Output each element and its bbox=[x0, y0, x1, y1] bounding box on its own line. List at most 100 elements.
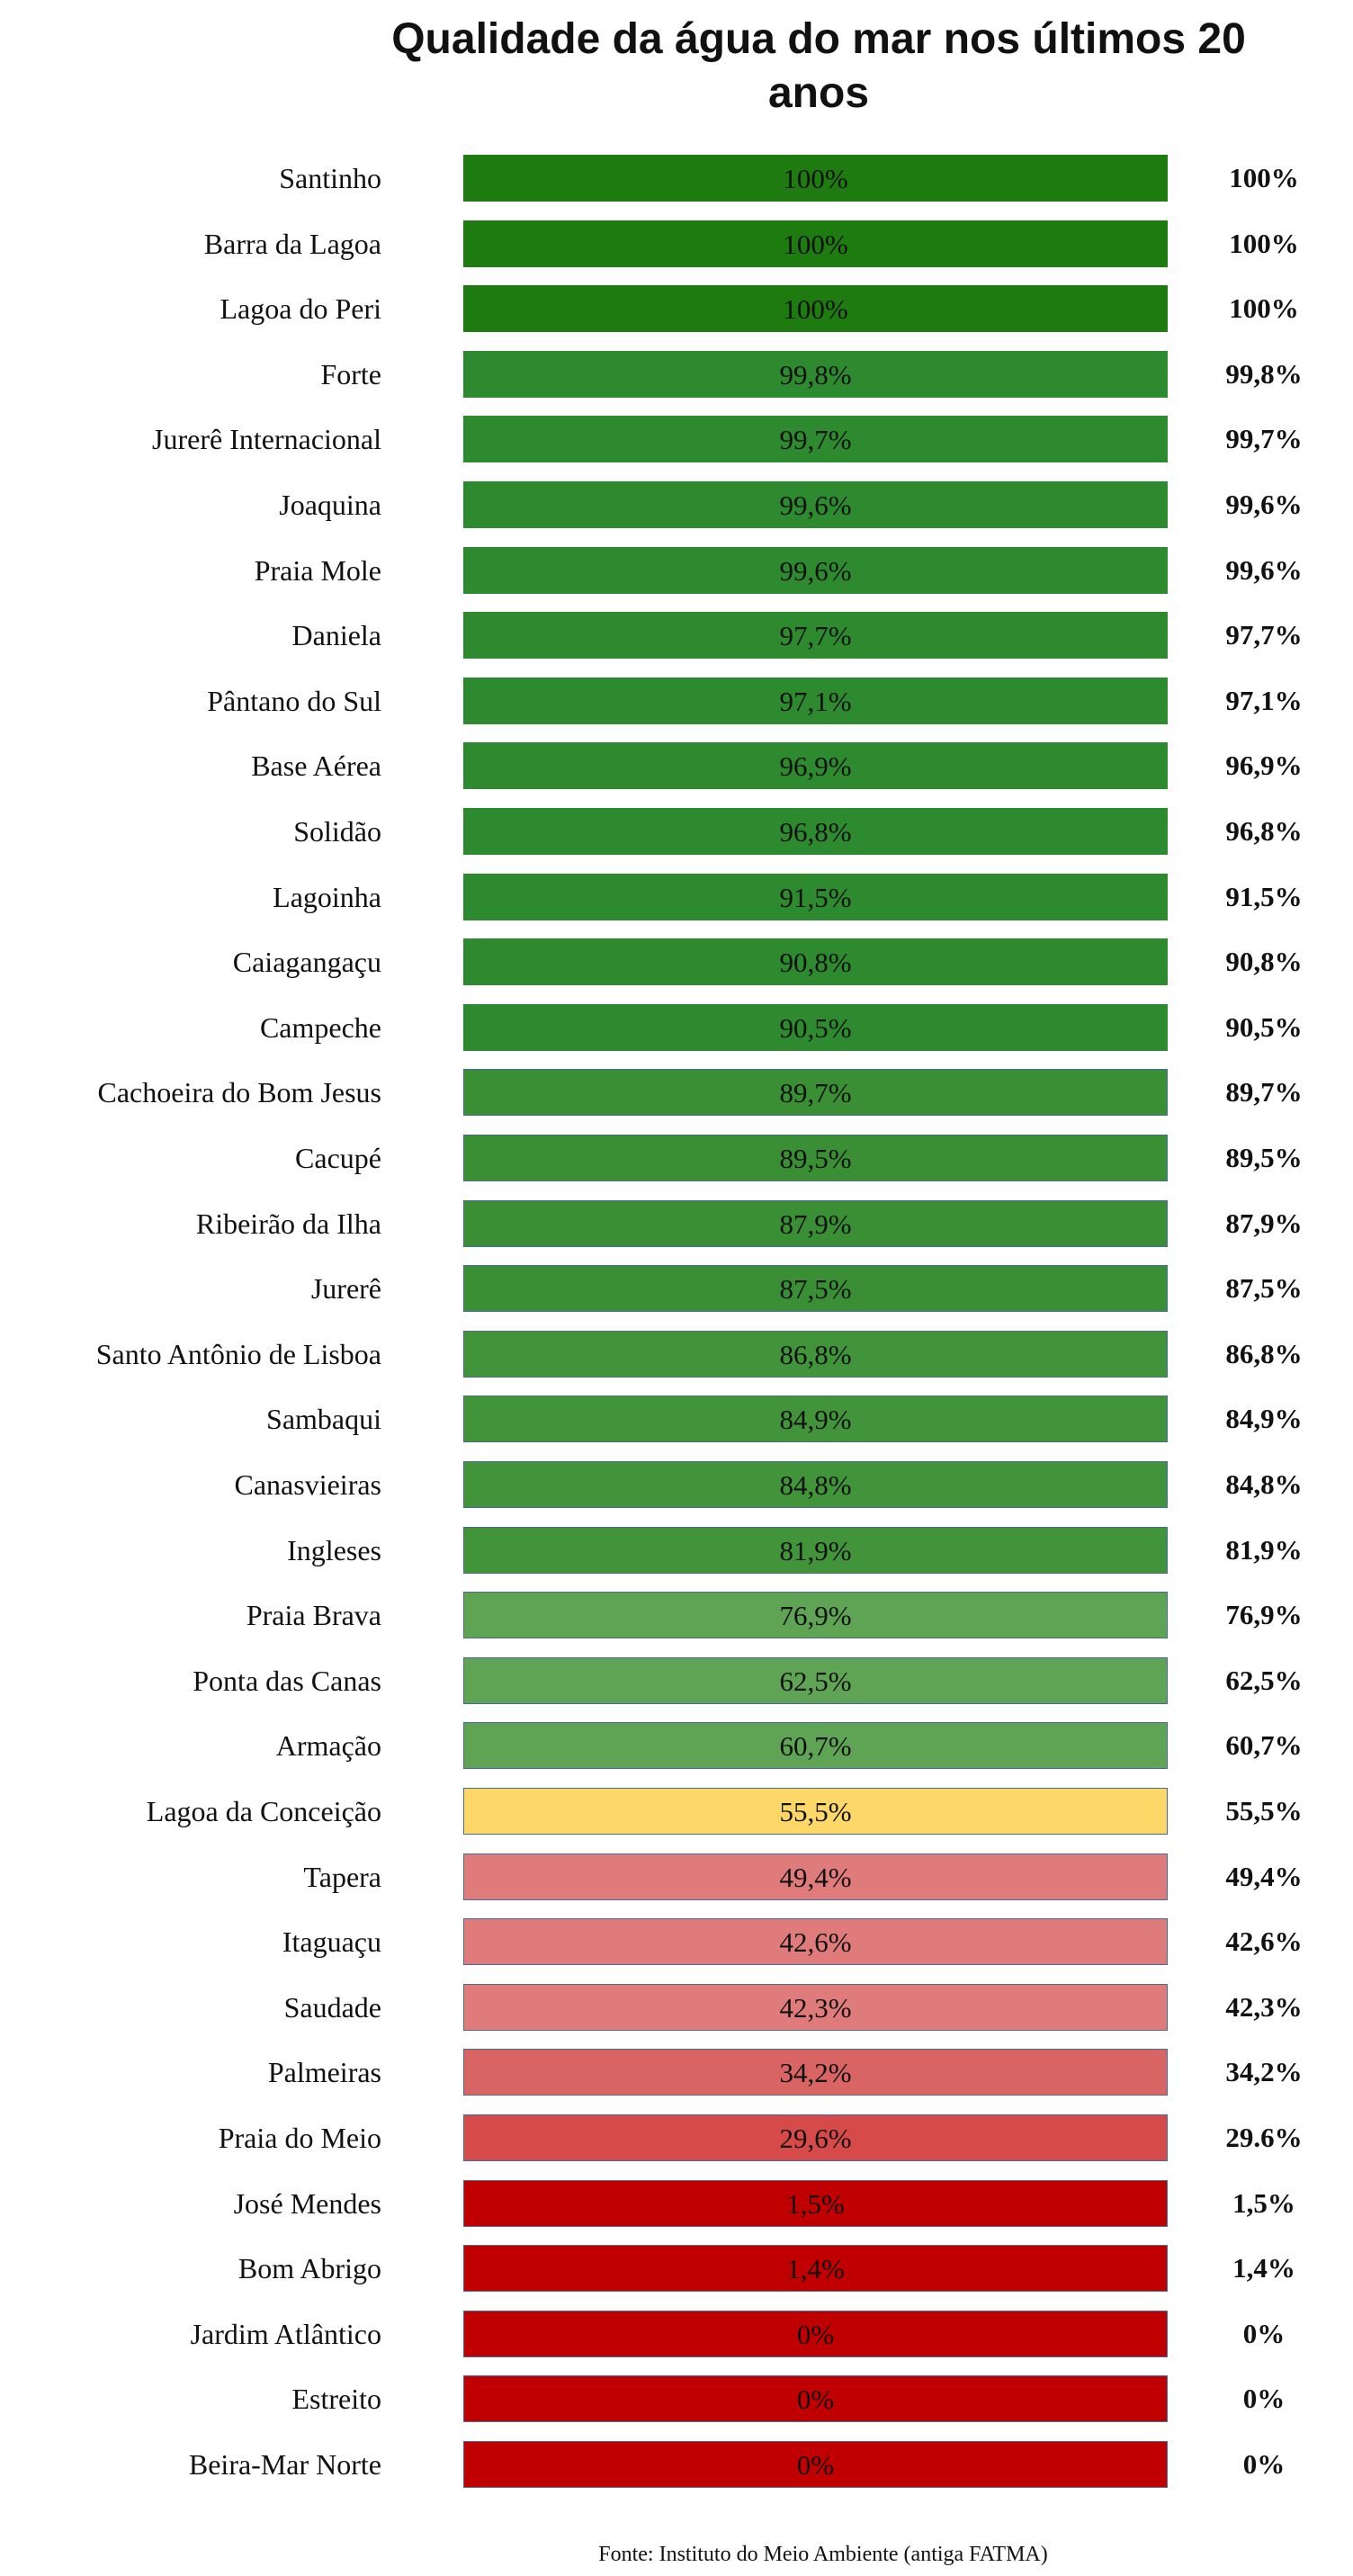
row: Pântano do Sul 97,1% 97,1% bbox=[0, 677, 1353, 724]
source: Fonte: Instituto do Meio Ambiente (antig… bbox=[598, 2543, 1048, 2566]
row: Ponta das Canas 62,5% 62,5% bbox=[0, 1656, 1353, 1704]
quality-bar: 97,7% bbox=[463, 612, 1168, 660]
quality-bar: 100% bbox=[463, 155, 1168, 202]
quality-value: 96,8% bbox=[1225, 815, 1303, 847]
quality-bar: 96,8% bbox=[463, 808, 1168, 855]
beach-name: Canasvieiras bbox=[234, 1468, 382, 1501]
quality-value: 97,7% bbox=[1225, 619, 1303, 651]
beach-name: Caiagangaçu bbox=[232, 946, 381, 979]
row: Lagoa do Peri 100% 100% bbox=[0, 285, 1353, 333]
beach-name: Palmeiras bbox=[267, 2056, 381, 2089]
beach-name: Daniela bbox=[291, 619, 382, 652]
quality-value: 76,9% bbox=[1225, 1599, 1303, 1631]
row: Praia Brava 76,9% 76,9% bbox=[0, 1592, 1353, 1639]
beach-name: Cachoeira do Bom Jesus bbox=[97, 1076, 382, 1109]
row: Estreito 0% 0% bbox=[0, 2375, 1353, 2423]
quality-bar: 100% bbox=[463, 285, 1168, 333]
quality-bar: 0% bbox=[463, 2375, 1168, 2423]
row: Campeche 90,5% 90,5% bbox=[0, 1003, 1353, 1051]
row: Bom Abrigo 1,4% 1,4% bbox=[0, 2245, 1353, 2293]
quality-value: 99,6% bbox=[1225, 553, 1303, 586]
row: Caiagangaçu 90,8% 90,8% bbox=[0, 938, 1353, 986]
row: Canasvieiras 84,8% 84,8% bbox=[0, 1461, 1353, 1508]
beach-name: Praia Brava bbox=[246, 1599, 381, 1632]
beach-name: Jurerê bbox=[310, 1272, 381, 1306]
beach-name: Jardim Atlântico bbox=[190, 2317, 381, 2350]
title: Qualidade da água do mar nos últimos 20 … bbox=[391, 15, 1246, 117]
beach-name: Jurerê Internacional bbox=[152, 423, 381, 456]
beach-name: Pântano do Sul bbox=[207, 684, 381, 717]
quality-value: 84,8% bbox=[1225, 1468, 1303, 1500]
beach-name: Saudade bbox=[283, 1990, 381, 2024]
beach-name: Santinho bbox=[279, 162, 381, 194]
quality-bar: 99,6% bbox=[463, 481, 1168, 528]
row: Palmeiras 34,2% 34,2% bbox=[0, 2049, 1353, 2096]
row: Santo Antônio de Lisboa 86,8% 86,8% bbox=[0, 1330, 1353, 1378]
row: Praia do Meio 29,6% 29.6% bbox=[0, 2114, 1353, 2161]
quality-value: 55,5% bbox=[1225, 1795, 1303, 1827]
quality-bar: 84,8% bbox=[463, 1461, 1168, 1508]
row: Forte 99,8% 99,8% bbox=[0, 350, 1353, 398]
row: Daniela 97,7% 97,7% bbox=[0, 612, 1353, 660]
quality-value: 100% bbox=[1229, 227, 1299, 259]
quality-value: 90,8% bbox=[1225, 946, 1303, 978]
row: Jurerê 87,5% 87,5% bbox=[0, 1265, 1353, 1313]
quality-bar: 0% bbox=[463, 2441, 1168, 2488]
quality-value: 1,5% bbox=[1232, 2186, 1295, 2219]
row: Jurerê Internacional 99,7% 99,7% bbox=[0, 416, 1353, 463]
quality-value: 84,9% bbox=[1225, 1403, 1303, 1435]
quality-value: 42,6% bbox=[1225, 1925, 1303, 1958]
quality-value: 99,7% bbox=[1225, 423, 1303, 455]
quality-bar: 34,2% bbox=[463, 2049, 1168, 2096]
row: Itaguaçu 42,6% 42,6% bbox=[0, 1918, 1353, 1966]
quality-bar: 81,9% bbox=[463, 1526, 1168, 1574]
quality-bar: 0% bbox=[463, 2310, 1168, 2357]
quality-bar: 86,8% bbox=[463, 1330, 1168, 1378]
row: Solidão 96,8% 96,8% bbox=[0, 808, 1353, 855]
beach-name: Joaquina bbox=[279, 489, 381, 521]
beach-name: Lagoa da Conceição bbox=[146, 1795, 381, 1827]
beach-name: Forte bbox=[320, 357, 381, 390]
quality-value: 87,5% bbox=[1225, 1272, 1303, 1305]
quality-value: 100% bbox=[1229, 162, 1299, 193]
row: Lagoinha 91,5% 91,5% bbox=[0, 873, 1353, 920]
beach-name: Santo Antônio de Lisboa bbox=[95, 1337, 381, 1370]
quality-bar: 84,9% bbox=[463, 1396, 1168, 1443]
quality-bar: 55,5% bbox=[463, 1788, 1168, 1835]
quality-value: 29.6% bbox=[1225, 2122, 1303, 2153]
beach-name: Ingleses bbox=[287, 1533, 381, 1566]
quality-bar: 99,7% bbox=[463, 416, 1168, 463]
row: Armação 60,7% 60,7% bbox=[0, 1722, 1353, 1770]
row: Sambaqui 84,9% 84,9% bbox=[0, 1396, 1353, 1443]
quality-value: 87,9% bbox=[1225, 1207, 1303, 1239]
beach-name: Base Aérea bbox=[251, 749, 381, 783]
row: Beira-Mar Norte 0% 0% bbox=[0, 2441, 1353, 2488]
quality-bar: 99,8% bbox=[463, 350, 1168, 398]
quality-value: 99,8% bbox=[1225, 357, 1303, 390]
quality-bar: 91,5% bbox=[463, 873, 1168, 920]
quality-bar: 89,7% bbox=[463, 1069, 1168, 1117]
row: Lagoa da Conceição 55,5% 55,5% bbox=[0, 1788, 1353, 1835]
quality-bar: 76,9% bbox=[463, 1592, 1168, 1639]
row: José Mendes 1,5% 1,5% bbox=[0, 2179, 1353, 2227]
row: Tapera 49,4% 49,4% bbox=[0, 1853, 1353, 1900]
quality-value: 100% bbox=[1229, 292, 1299, 325]
row: Joaquina 99,6% 99,6% bbox=[0, 481, 1353, 528]
quality-value: 86,8% bbox=[1225, 1337, 1303, 1369]
beach-name: Itaguaçu bbox=[282, 1925, 381, 1959]
beach-name: José Mendes bbox=[233, 2186, 381, 2220]
quality-bar: 1,4% bbox=[463, 2245, 1168, 2293]
row: Jardim Atlântico 0% 0% bbox=[0, 2310, 1353, 2357]
row: Ribeirão da Ilha 87,9% 87,9% bbox=[0, 1199, 1353, 1247]
quality-bar: 42,6% bbox=[463, 1918, 1168, 1966]
row: Ingleses 81,9% 81,9% bbox=[0, 1526, 1353, 1574]
quality-value: 96,9% bbox=[1225, 749, 1303, 782]
quality-value: 0% bbox=[1242, 2383, 1286, 2415]
row: Cachoeira do Bom Jesus 89,7% 89,7% bbox=[0, 1069, 1353, 1117]
quality-bar: 89,5% bbox=[463, 1135, 1168, 1181]
quality-value: 42,3% bbox=[1225, 1990, 1303, 2023]
quality-value: 89,7% bbox=[1225, 1076, 1303, 1108]
quality-bar: 49,4% bbox=[463, 1853, 1168, 1900]
quality-bar: 87,5% bbox=[463, 1265, 1168, 1313]
